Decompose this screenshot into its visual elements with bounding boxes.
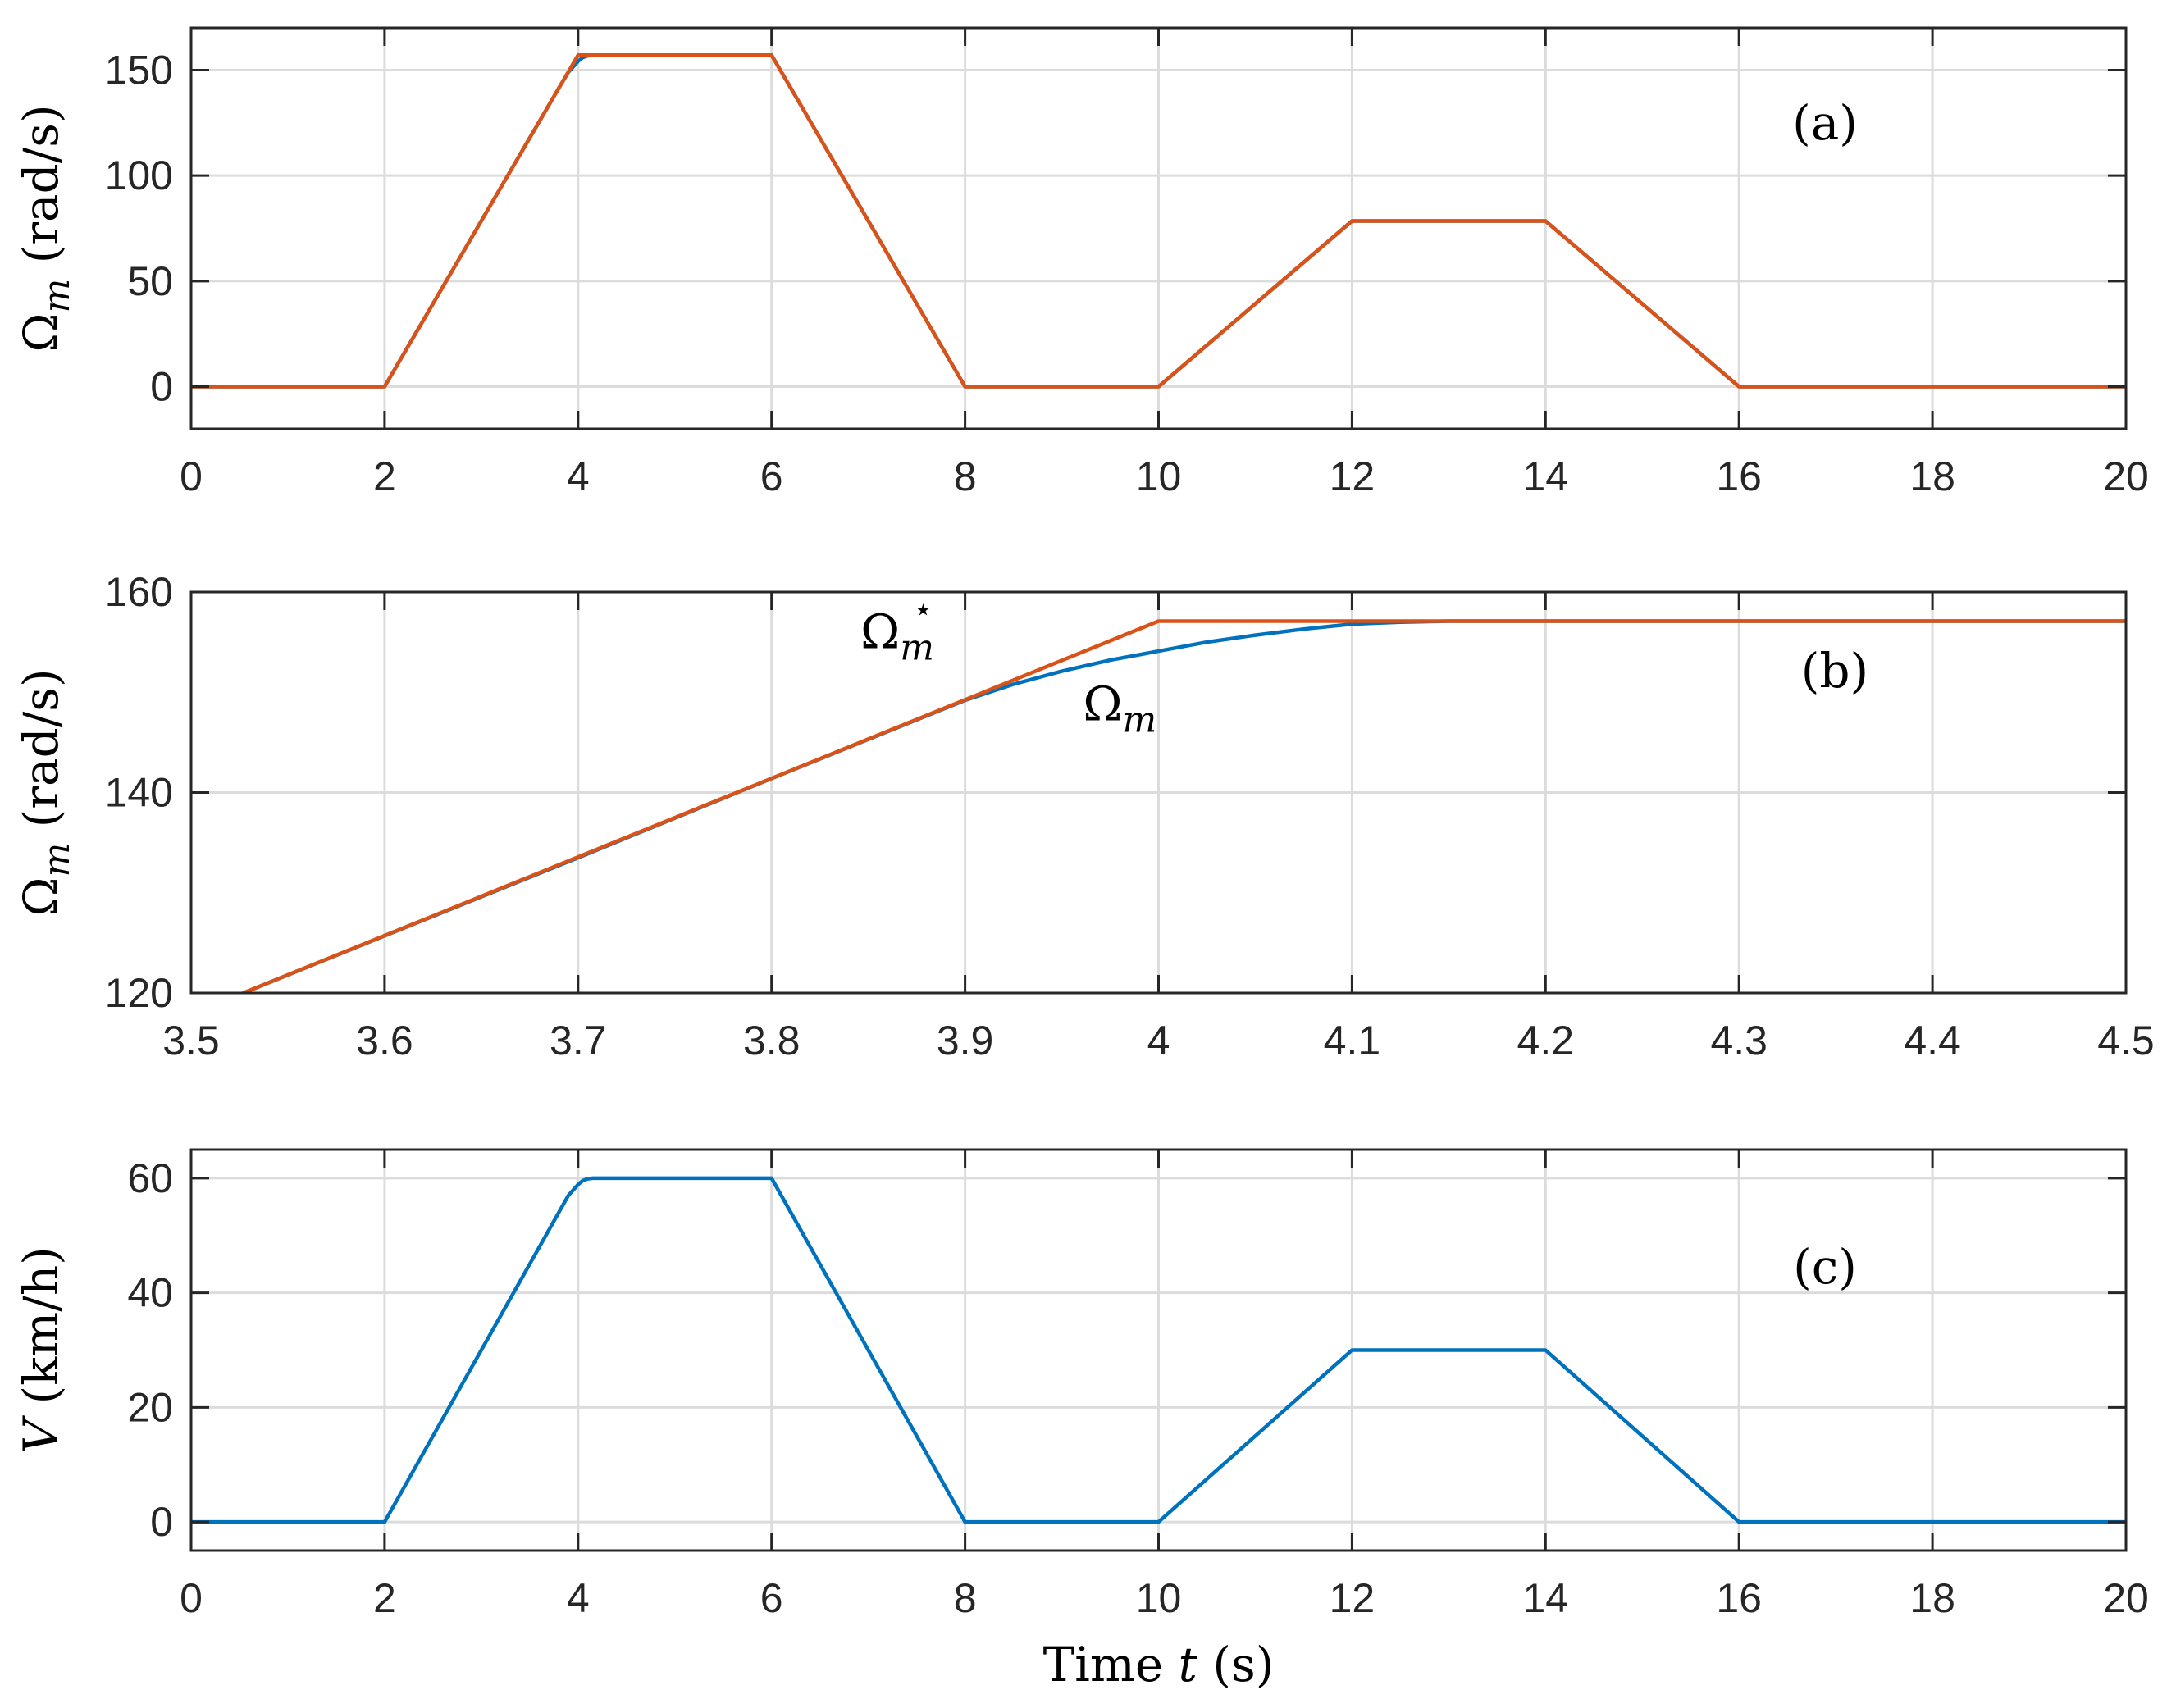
xtick-label-a-0: 0 bbox=[180, 453, 203, 499]
ytick-label-b-1: 140 bbox=[105, 770, 173, 816]
y-axis-label-unit-c: (km/h) bbox=[13, 1246, 69, 1419]
series-line-b-1 bbox=[241, 619, 2126, 993]
xtick-label-c-3: 6 bbox=[760, 1575, 783, 1621]
xtick-label-a-9: 18 bbox=[1909, 453, 1955, 499]
xtick-label-a-7: 14 bbox=[1522, 453, 1568, 499]
xtick-label-c-9: 18 bbox=[1909, 1575, 1955, 1621]
panel-label-a: (a) bbox=[1792, 95, 1858, 151]
annotation-sub-b-0: m bbox=[900, 626, 934, 668]
panel-label-b: (b) bbox=[1801, 643, 1868, 699]
annotation-main-b-0: Ω bbox=[860, 603, 900, 659]
xtick-label-a-1: 2 bbox=[373, 453, 396, 499]
xtick-label-c-5: 10 bbox=[1136, 1575, 1182, 1621]
annotation-main-b-1: Ω bbox=[1083, 676, 1122, 731]
xtick-label-a-3: 6 bbox=[760, 453, 783, 499]
xtick-label-b-8: 4.3 bbox=[1710, 1018, 1768, 1064]
xtick-label-b-7: 4.2 bbox=[1517, 1018, 1575, 1064]
x-axis-label-c: Time t (s) bbox=[1043, 1637, 1275, 1692]
series-group-c bbox=[191, 1176, 2126, 1524]
ytick-label-a-2: 100 bbox=[105, 153, 173, 198]
x-axis-label-text: Time bbox=[1043, 1637, 1179, 1692]
ytick-label-c-0: 0 bbox=[150, 1499, 173, 1545]
xtick-label-b-3: 3.8 bbox=[743, 1018, 801, 1064]
y-axis-label-a: Ωm (rad/s) bbox=[13, 104, 78, 352]
xtick-label-c-8: 16 bbox=[1716, 1575, 1762, 1621]
xtick-label-b-4: 3.9 bbox=[937, 1018, 994, 1064]
y-axis-label-sub-a: m bbox=[36, 279, 78, 313]
ytick-label-a-1: 50 bbox=[127, 258, 173, 304]
panel-c: 0 2 4 6 8 10 12 14 16 18 20 0 20 40 60 V (km/h) Time t (… bbox=[13, 1148, 2149, 1692]
ytick-label-a-0: 0 bbox=[150, 364, 173, 410]
series-group-a bbox=[191, 52, 2126, 389]
annotation-sub-b-1: m bbox=[1122, 699, 1156, 740]
xtick-label-b-6: 4.1 bbox=[1324, 1018, 1381, 1064]
x-axis-label-var: t bbox=[1179, 1637, 1198, 1692]
xtick-label-c-6: 12 bbox=[1330, 1575, 1375, 1621]
y-axis-label-unit-b: (rad/s) bbox=[13, 668, 69, 842]
y-axis-label-b: Ωm (rad/s) bbox=[13, 668, 78, 916]
xtick-label-a-5: 10 bbox=[1136, 453, 1182, 499]
xtick-label-c-4: 8 bbox=[954, 1575, 977, 1621]
panel-a: 0 2 4 6 8 10 12 14 16 18 20 0 50 100 150 Ωm (rad/s) (a) bbox=[13, 26, 2149, 499]
xtick-label-a-4: 8 bbox=[954, 453, 977, 499]
xtick-label-a-10: 20 bbox=[2103, 453, 2149, 499]
xtick-label-b-0: 3.5 bbox=[162, 1018, 220, 1064]
ytick-label-b-2: 160 bbox=[105, 569, 173, 615]
y-axis-label-unit-a: (rad/s) bbox=[13, 104, 69, 278]
xtick-label-a-8: 16 bbox=[1716, 453, 1762, 499]
y-axis-label-sub-b: m bbox=[36, 843, 78, 877]
y-axis-label-main-b: Ω bbox=[13, 877, 69, 917]
xtick-label-c-0: 0 bbox=[180, 1575, 203, 1621]
xtick-label-b-5: 4 bbox=[1147, 1018, 1170, 1064]
series-line-c-0 bbox=[191, 1176, 2126, 1524]
series-line-a-1 bbox=[191, 52, 2126, 389]
ytick-label-a-3: 150 bbox=[105, 47, 173, 93]
ytick-label-c-1: 20 bbox=[127, 1384, 173, 1430]
ytick-label-b-0: 120 bbox=[105, 970, 173, 1016]
y-axis-label-c: V (km/h) bbox=[13, 1246, 69, 1454]
xtick-label-a-6: 12 bbox=[1330, 453, 1375, 499]
annotation-b-0: Ωm⋆ bbox=[860, 590, 934, 668]
xtick-label-b-10: 4.5 bbox=[2097, 1018, 2155, 1064]
annotation-sup-b-0: ⋆ bbox=[913, 590, 933, 628]
xtick-label-b-2: 3.7 bbox=[550, 1018, 607, 1064]
series-group-b bbox=[241, 619, 2126, 993]
xtick-label-b-1: 3.6 bbox=[356, 1018, 413, 1064]
xtick-label-c-1: 2 bbox=[373, 1575, 396, 1621]
y-axis-label-main-a: Ω bbox=[13, 313, 69, 353]
panel-label-c: (c) bbox=[1793, 1239, 1857, 1295]
xtick-label-a-2: 4 bbox=[567, 453, 590, 499]
panel-b: 3.5 3.6 3.7 3.8 3.9 4 4.1 4.2 4.3 4.4 4.5 120 140 160… bbox=[13, 569, 2155, 1064]
xtick-label-c-7: 14 bbox=[1522, 1575, 1568, 1621]
ytick-label-c-3: 60 bbox=[127, 1155, 173, 1201]
annotation-b-1: Ωm bbox=[1083, 676, 1156, 740]
xtick-label-b-9: 4.4 bbox=[1904, 1018, 1961, 1064]
y-axis-label-main-c: V bbox=[13, 1415, 69, 1454]
xtick-label-c-2: 4 bbox=[567, 1575, 590, 1621]
x-axis-label-unit: (s) bbox=[1197, 1637, 1274, 1692]
xtick-label-c-10: 20 bbox=[2103, 1575, 2149, 1621]
ytick-label-c-2: 40 bbox=[127, 1270, 173, 1316]
